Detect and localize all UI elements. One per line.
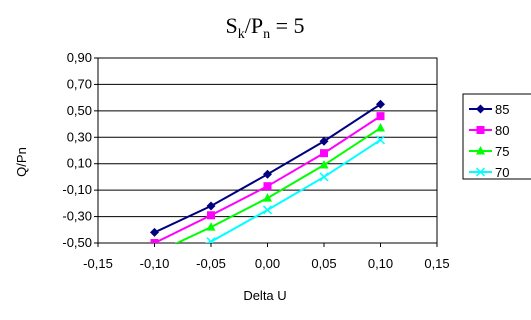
legend-label: 70: [495, 165, 509, 180]
y-tick-label: 0,10: [67, 156, 92, 171]
x-tick-label: -0,05: [196, 256, 226, 271]
y-axis-label: Q/Pn: [14, 147, 29, 177]
legend-marker: [476, 146, 485, 155]
y-tick-label: -0,50: [62, 235, 92, 250]
x-axis-ticks: -0,15 -0,10 -0,05 0,00 0,05 0,10 0,15: [83, 243, 450, 271]
data-point-85: [376, 99, 385, 109]
data-point-85: [319, 136, 329, 146]
legend-marker: [475, 167, 486, 177]
legend-marker: [476, 126, 485, 134]
data-point-70: [262, 205, 273, 215]
data-point-85: [263, 169, 272, 179]
series-line-75: [174, 127, 382, 243]
y-tick-label: 0,30: [67, 129, 92, 144]
series-layer: [150, 99, 386, 243]
legend-label: 75: [495, 144, 509, 159]
legend-item-70: 70: [469, 165, 509, 180]
chart-title: Sk/Pn = 5: [225, 13, 304, 42]
legend-item-80: 80: [469, 123, 509, 138]
x-tick-label: -0,10: [140, 256, 170, 271]
data-point-70: [319, 172, 329, 182]
y-axis-ticks: -0,50 -0,30 -0,10 0,10 0,30 0,50 0,70 0,90: [62, 50, 98, 250]
data-point-80: [150, 239, 159, 243]
legend: 85 80 75 70: [462, 93, 531, 180]
y-tick-label: 0,50: [67, 103, 92, 118]
data-point-80: [376, 112, 385, 121]
grid-lines: [98, 57, 437, 244]
legend-marker: [476, 104, 485, 114]
x-tick-label: 0,15: [424, 256, 449, 271]
data-point-80: [320, 149, 328, 158]
y-tick-label: -0,30: [62, 209, 92, 224]
plot-area: [97, 57, 438, 244]
legend-label: 85: [495, 102, 509, 117]
data-point-70: [375, 135, 386, 145]
series-line-85: [154, 103, 382, 234]
y-tick-label: -0,10: [62, 182, 92, 197]
data-point-80: [207, 211, 215, 220]
legend-label: 80: [495, 123, 509, 138]
data-point-85: [150, 227, 159, 237]
x-tick-label: -0,15: [83, 256, 113, 271]
y-tick-label: 0,70: [67, 76, 92, 91]
data-point-70: [206, 237, 216, 243]
data-point-85: [206, 201, 216, 211]
data-point-75: [376, 123, 385, 132]
x-tick-label: 0,00: [255, 256, 280, 271]
data-point-80: [263, 182, 272, 191]
data-point-75: [263, 193, 272, 202]
data-point-75: [206, 222, 216, 231]
x-tick-label: 0,10: [368, 256, 393, 271]
series-line-80: [154, 115, 382, 243]
x-axis-label: Delta U: [243, 288, 286, 303]
legend-item-75: 75: [469, 144, 509, 159]
y-tick-label: 0,90: [67, 50, 92, 65]
data-point-75: [319, 160, 329, 169]
x-tick-label: 0,05: [311, 256, 336, 271]
legend-item-85: 85: [469, 102, 509, 117]
